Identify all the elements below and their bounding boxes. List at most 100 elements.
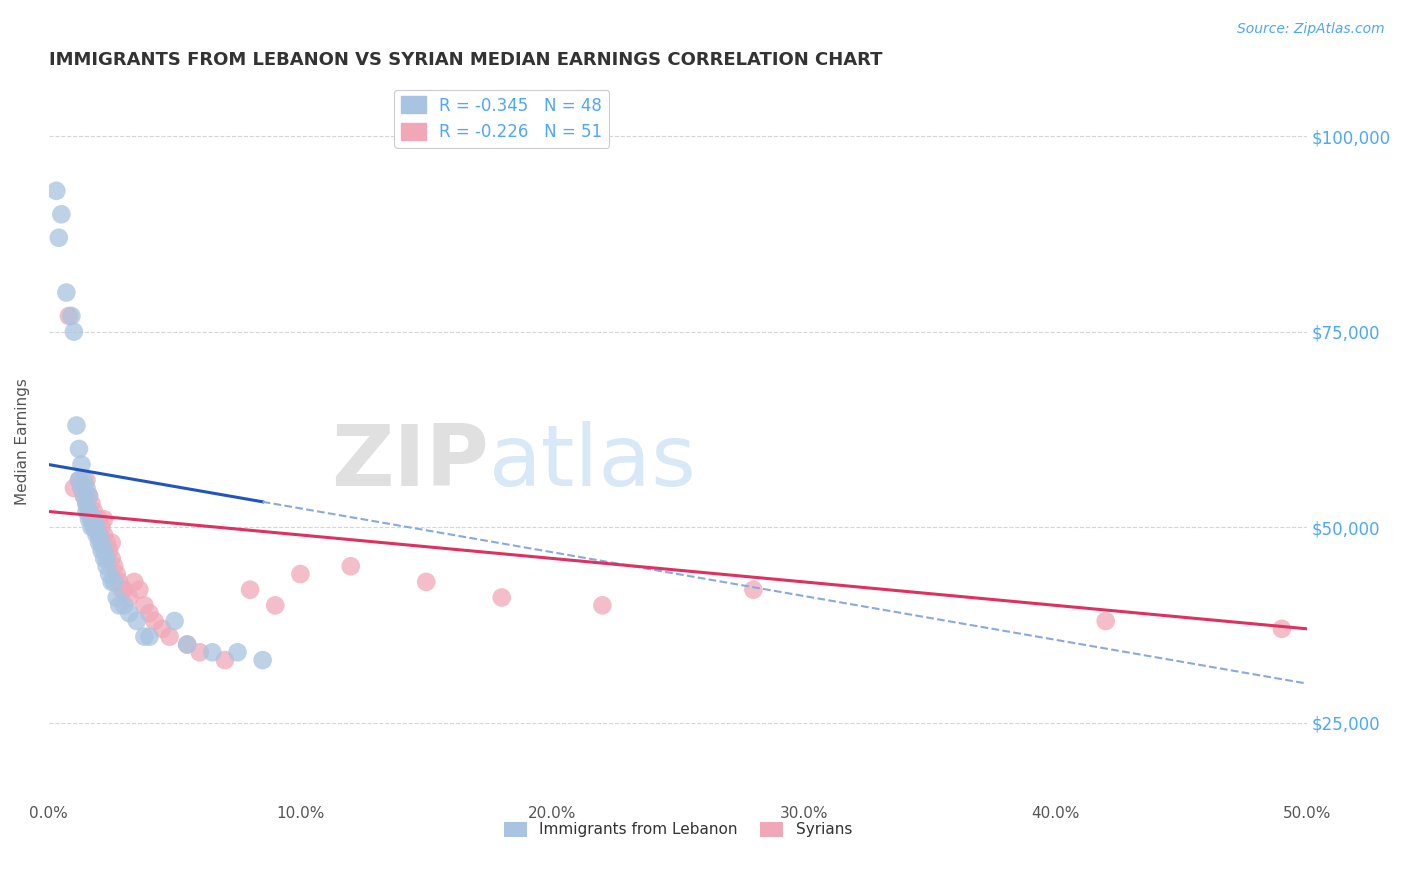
Text: atlas: atlas xyxy=(489,421,697,504)
Point xyxy=(76,481,98,495)
Point xyxy=(742,582,765,597)
Point xyxy=(55,285,77,300)
Point xyxy=(70,458,93,472)
Point xyxy=(76,497,98,511)
Point xyxy=(214,653,236,667)
Point xyxy=(111,582,134,597)
Point xyxy=(339,559,361,574)
Point xyxy=(65,418,87,433)
Point xyxy=(125,614,148,628)
Point xyxy=(100,574,122,589)
Point xyxy=(96,559,118,574)
Point xyxy=(93,551,115,566)
Point xyxy=(77,504,100,518)
Point xyxy=(67,473,90,487)
Point xyxy=(73,473,96,487)
Point xyxy=(63,325,86,339)
Point xyxy=(201,645,224,659)
Point xyxy=(134,630,156,644)
Point xyxy=(87,528,110,542)
Point xyxy=(188,645,211,659)
Y-axis label: Median Earnings: Median Earnings xyxy=(15,377,30,505)
Point xyxy=(112,599,135,613)
Point xyxy=(96,536,118,550)
Text: IMMIGRANTS FROM LEBANON VS SYRIAN MEDIAN EARNINGS CORRELATION CHART: IMMIGRANTS FROM LEBANON VS SYRIAN MEDIAN… xyxy=(49,51,882,69)
Point xyxy=(67,473,90,487)
Point xyxy=(86,528,108,542)
Point xyxy=(77,512,100,526)
Point xyxy=(124,574,146,589)
Point xyxy=(86,512,108,526)
Point xyxy=(70,481,93,495)
Point xyxy=(1094,614,1116,628)
Point xyxy=(83,504,105,518)
Point xyxy=(226,645,249,659)
Point xyxy=(76,504,98,518)
Point xyxy=(90,543,112,558)
Point xyxy=(159,630,181,644)
Point xyxy=(90,536,112,550)
Point xyxy=(70,481,93,495)
Point xyxy=(45,184,67,198)
Point xyxy=(90,520,112,534)
Point xyxy=(48,231,70,245)
Point xyxy=(83,520,105,534)
Point xyxy=(63,481,86,495)
Point xyxy=(98,567,121,582)
Point xyxy=(290,567,312,582)
Point xyxy=(60,309,83,323)
Point xyxy=(491,591,513,605)
Point xyxy=(176,637,198,651)
Point xyxy=(58,309,80,323)
Point xyxy=(415,574,437,589)
Point xyxy=(108,599,131,613)
Point xyxy=(73,489,96,503)
Point xyxy=(105,567,128,582)
Point xyxy=(93,512,115,526)
Point xyxy=(252,653,274,667)
Point xyxy=(112,582,135,597)
Point xyxy=(73,489,96,503)
Point xyxy=(76,497,98,511)
Point xyxy=(80,497,103,511)
Point xyxy=(87,528,110,542)
Point xyxy=(86,520,108,534)
Point xyxy=(128,582,150,597)
Point xyxy=(150,622,173,636)
Point xyxy=(80,512,103,526)
Point xyxy=(143,614,166,628)
Point xyxy=(138,606,160,620)
Point xyxy=(96,551,118,566)
Point xyxy=(86,520,108,534)
Point xyxy=(1271,622,1294,636)
Point xyxy=(77,489,100,503)
Point xyxy=(118,591,141,605)
Point xyxy=(98,543,121,558)
Point xyxy=(76,473,98,487)
Point xyxy=(239,582,262,597)
Point xyxy=(100,536,122,550)
Text: Source: ZipAtlas.com: Source: ZipAtlas.com xyxy=(1237,22,1385,37)
Point xyxy=(264,599,287,613)
Point xyxy=(87,536,110,550)
Point xyxy=(103,559,125,574)
Point xyxy=(138,630,160,644)
Point xyxy=(83,512,105,526)
Point xyxy=(93,528,115,542)
Point xyxy=(77,504,100,518)
Point xyxy=(51,207,73,221)
Point xyxy=(108,574,131,589)
Point xyxy=(118,606,141,620)
Text: ZIP: ZIP xyxy=(332,421,489,504)
Point xyxy=(80,512,103,526)
Point xyxy=(163,614,186,628)
Point xyxy=(77,489,100,503)
Point xyxy=(87,512,110,526)
Point xyxy=(83,520,105,534)
Point xyxy=(80,520,103,534)
Point xyxy=(67,442,90,456)
Legend: Immigrants from Lebanon, Syrians: Immigrants from Lebanon, Syrians xyxy=(498,815,858,844)
Point xyxy=(176,637,198,651)
Point xyxy=(100,551,122,566)
Point xyxy=(103,574,125,589)
